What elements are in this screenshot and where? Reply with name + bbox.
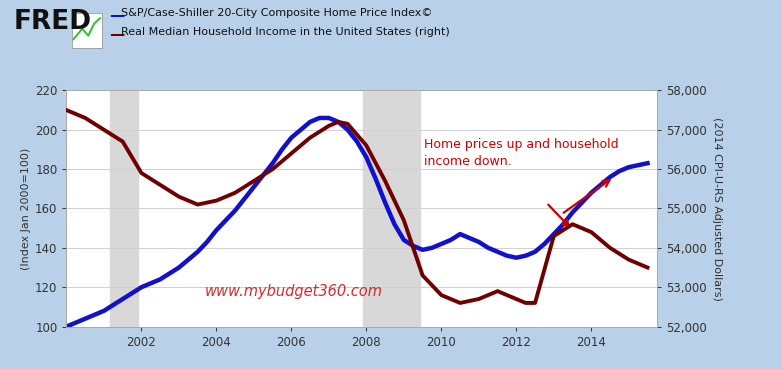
Text: —: — — [109, 8, 125, 23]
Y-axis label: (Index Jan 2000=100): (Index Jan 2000=100) — [21, 147, 31, 270]
Text: FRED: FRED — [14, 9, 92, 35]
Bar — [364, 90, 420, 327]
Text: S&P/Case-Shiller 20-City Composite Home Price Index©: S&P/Case-Shiller 20-City Composite Home … — [121, 8, 432, 18]
Text: —: — — [109, 27, 125, 42]
Text: Home prices up and household
income down.: Home prices up and household income down… — [424, 138, 619, 168]
Text: Real Median Household Income in the United States (right): Real Median Household Income in the Unit… — [121, 27, 450, 37]
Bar — [110, 90, 138, 327]
Y-axis label: (2014 CPI-U-RS Adjusted Dollars): (2014 CPI-U-RS Adjusted Dollars) — [712, 117, 723, 300]
Text: www.mybudget360.com: www.mybudget360.com — [205, 284, 382, 299]
